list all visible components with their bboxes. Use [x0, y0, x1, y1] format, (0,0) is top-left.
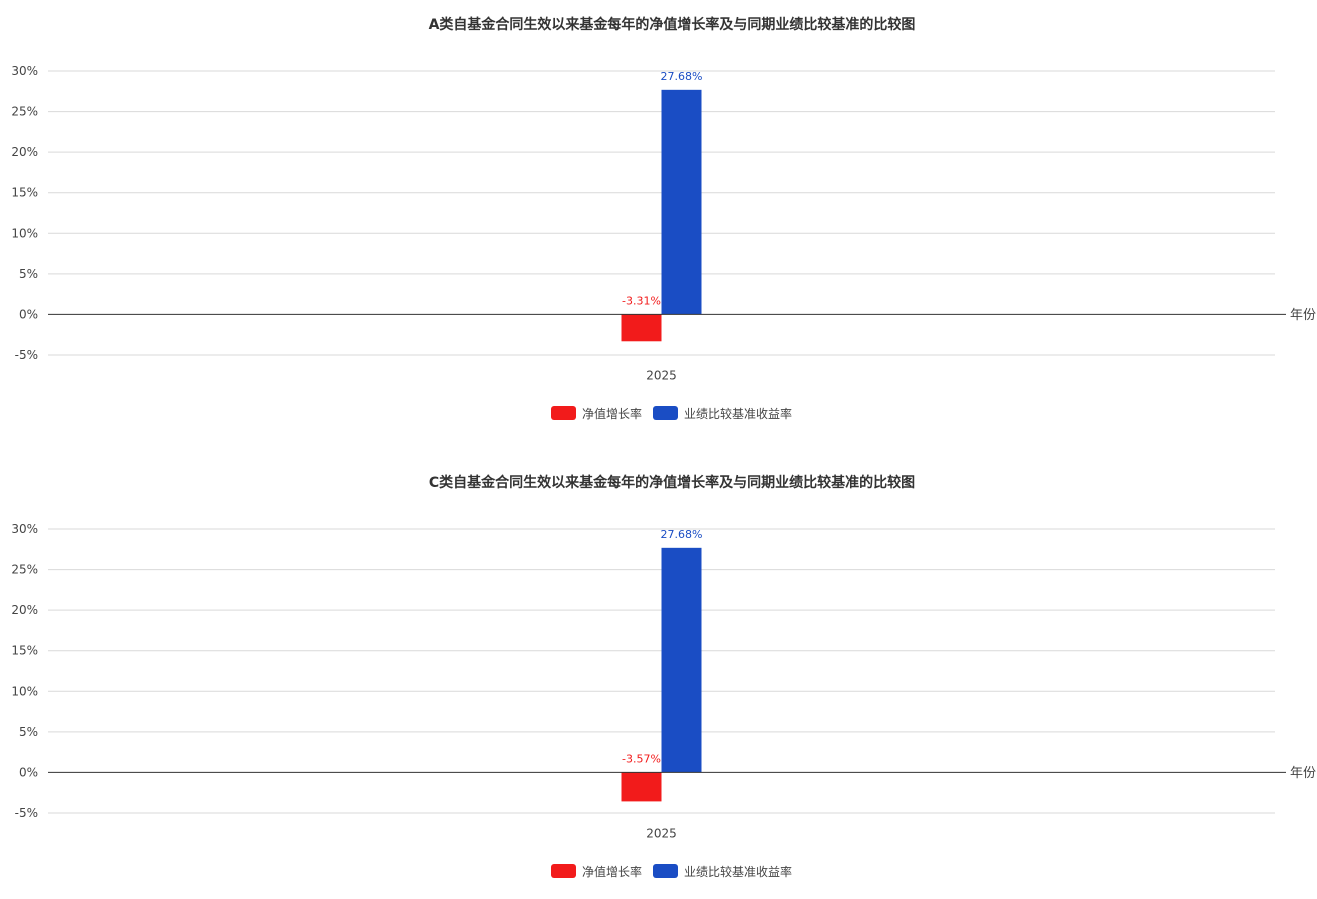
y-tick-label: 10%: [11, 226, 38, 240]
legend-label-nav[interactable]: 净值增长率: [582, 864, 642, 879]
chart-title: C类自基金合同生效以来基金每年的净值增长率及与同期业绩比较基准的比较图: [429, 474, 915, 491]
y-tick-label: 10%: [11, 684, 38, 698]
x-axis-name: 年份: [1290, 308, 1316, 323]
data-label-nav: -3.31%: [622, 294, 661, 307]
bar-nav: [621, 314, 662, 342]
y-tick-label: 30%: [11, 64, 38, 78]
y-tick-label: 25%: [11, 563, 38, 577]
plot-area: -5% 0% 5% 10% 15% 20% 25% 30% 2025 -3.31% 27.68%: [11, 64, 1286, 382]
y-tick-label: 20%: [11, 603, 38, 617]
y-tick-label: -5%: [15, 806, 38, 820]
y-tick-label: 5%: [19, 267, 38, 281]
legend-label-benchmark[interactable]: 业绩比较基准收益率: [684, 406, 792, 421]
data-label-benchmark: 27.68%: [661, 70, 703, 83]
legend[interactable]: 净值增长率 业绩比较基准收益率: [551, 864, 792, 879]
bar-benchmark: [661, 547, 702, 773]
y-tick-label: 25%: [11, 105, 38, 119]
x-axis-name: 年份: [1290, 766, 1316, 781]
chart-panel-a: A类自基金合同生效以来基金每年的净值增长率及与同期业绩比较基准的比较图 -5% 0…: [0, 0, 1317, 441]
y-tick-label: 5%: [19, 725, 38, 739]
plot-area: -5% 0% 5% 10% 15% 20% 25% 30% 2025 -3.57% 27.68%: [11, 522, 1286, 840]
y-tick-label: 15%: [11, 186, 38, 200]
legend-swatch-nav[interactable]: [551, 406, 576, 420]
chart-svg-a: A类自基金合同生效以来基金每年的净值增长率及与同期业绩比较基准的比较图 -5% 0…: [11, 16, 1316, 421]
legend[interactable]: 净值增长率 业绩比较基准收益率: [551, 406, 792, 421]
bar-nav: [621, 772, 662, 802]
bar-benchmark: [661, 89, 702, 315]
y-tick-label: 0%: [19, 307, 38, 321]
legend-swatch-benchmark[interactable]: [653, 406, 678, 420]
legend-swatch-benchmark[interactable]: [653, 864, 678, 878]
data-label-nav: -3.57%: [622, 752, 661, 765]
chart-panel-c: C类自基金合同生效以来基金每年的净值增长率及与同期业绩比较基准的比较图 -5% 0…: [0, 458, 1317, 899]
y-tick-label: 30%: [11, 522, 38, 536]
legend-label-nav[interactable]: 净值增长率: [582, 406, 642, 421]
x-tick-label: 2025: [646, 368, 677, 382]
y-tick-label: 20%: [11, 145, 38, 159]
x-tick-label: 2025: [646, 826, 677, 840]
data-label-benchmark: 27.68%: [661, 528, 703, 541]
y-tick-label: 0%: [19, 765, 38, 779]
legend-swatch-nav[interactable]: [551, 864, 576, 878]
y-tick-label: -5%: [15, 348, 38, 362]
legend-label-benchmark[interactable]: 业绩比较基准收益率: [684, 864, 792, 879]
chart-title: A类自基金合同生效以来基金每年的净值增长率及与同期业绩比较基准的比较图: [429, 16, 916, 33]
chart-svg-c: C类自基金合同生效以来基金每年的净值增长率及与同期业绩比较基准的比较图 -5% 0…: [11, 474, 1316, 879]
y-tick-label: 15%: [11, 644, 38, 658]
